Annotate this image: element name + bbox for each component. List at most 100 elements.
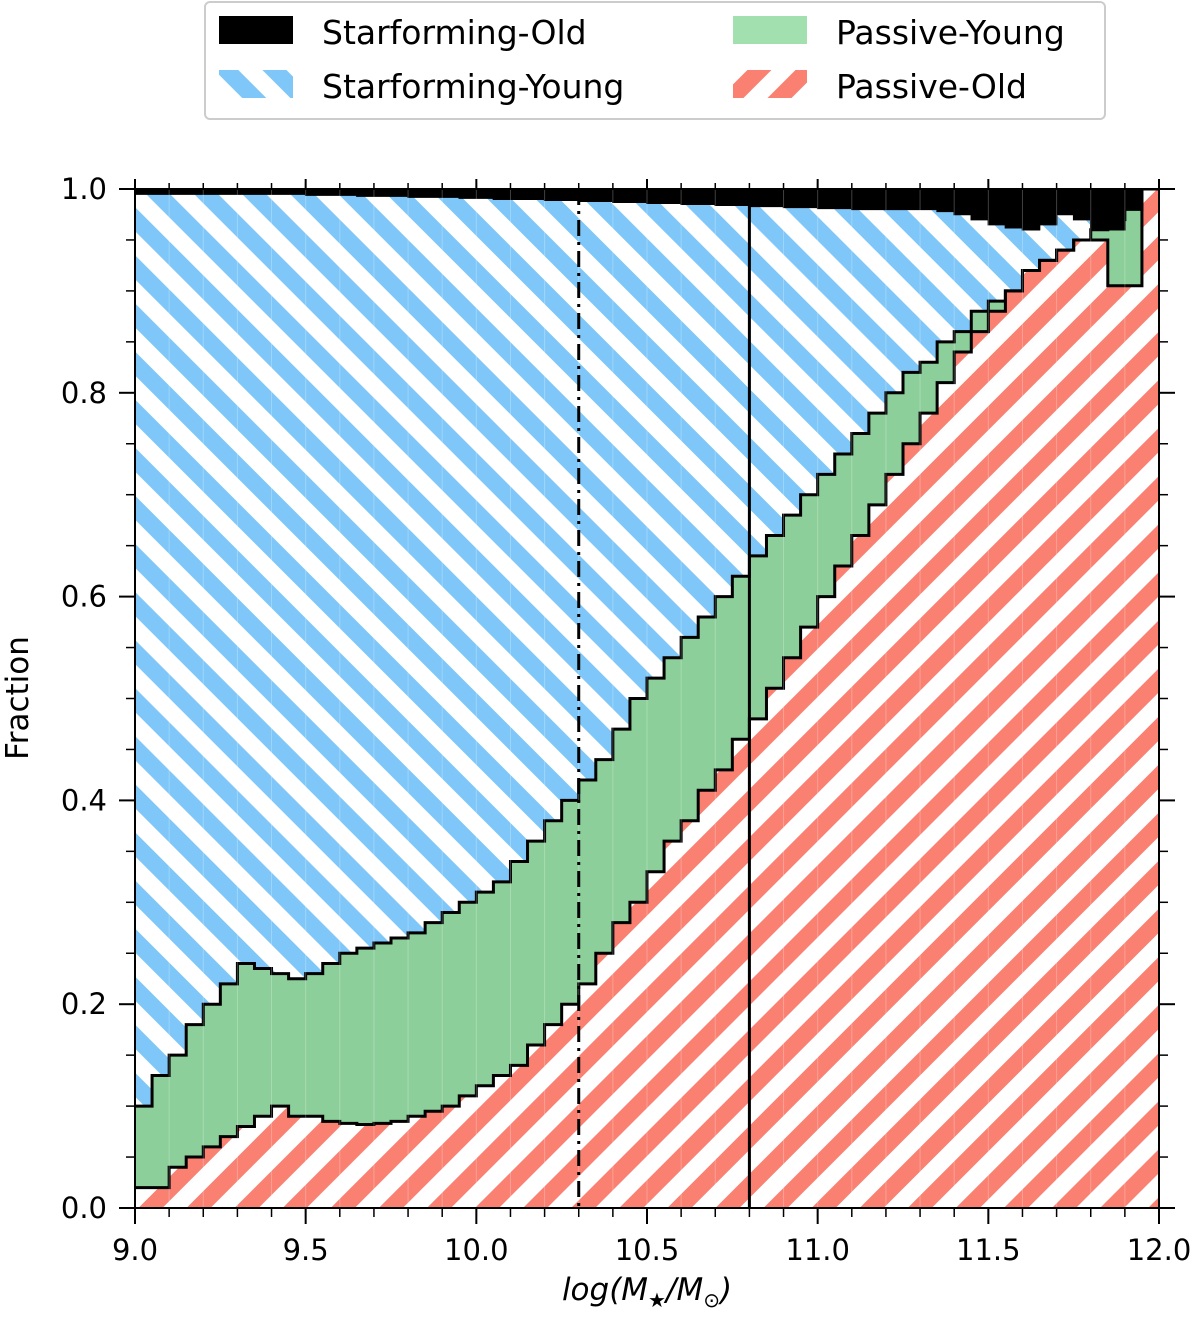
x-label-prefix: log( — [562, 1272, 623, 1308]
bar-starforming-old-56 — [1090, 189, 1109, 230]
bar-passive-young-19 — [459, 902, 477, 1096]
bar-passive-young-17 — [425, 922, 443, 1112]
bar-passive-old-28 — [612, 922, 631, 1208]
bar-starforming-old-10 — [305, 189, 324, 196]
bar-starforming-young-26 — [578, 201, 597, 781]
bar-passive-young-50 — [988, 301, 1006, 312]
bar-passive-old-38 — [783, 657, 802, 1208]
bar-passive-old-22 — [510, 1065, 529, 1208]
bar-passive-old-14 — [373, 1123, 392, 1208]
bar-starforming-old-49 — [971, 189, 989, 220]
y-tick-label: 0.4 — [61, 783, 107, 817]
bar-passive-young-23 — [527, 841, 546, 1045]
bar-passive-young-18 — [442, 912, 460, 1107]
bar-starforming-young-16 — [408, 197, 426, 933]
bar-passive-young-44 — [885, 392, 904, 475]
bar-passive-old-58 — [1124, 285, 1143, 1208]
bar-passive-old-6 — [237, 1126, 256, 1208]
bar-passive-young-11 — [322, 963, 341, 1122]
bar-passive-old-8 — [271, 1106, 290, 1208]
series-starforming-old — [135, 189, 1143, 230]
bar-starforming-old-37 — [766, 189, 785, 207]
bar-passive-old-1 — [152, 1187, 170, 1208]
legend-label-passive-old: Passive-Old — [836, 67, 1027, 106]
bar-passive-young-5 — [220, 983, 238, 1137]
x-tick-label: 11.0 — [785, 1233, 850, 1267]
bar-passive-old-47 — [937, 382, 955, 1208]
bar-passive-old-51 — [1005, 290, 1024, 1208]
bar-passive-old-27 — [595, 953, 614, 1208]
bar-passive-young-34 — [715, 596, 733, 770]
bar-passive-old-35 — [732, 739, 750, 1208]
bar-passive-young-46 — [920, 362, 938, 414]
bar-starforming-young-5 — [220, 194, 238, 984]
bar-starforming-old-41 — [834, 189, 853, 209]
bar-starforming-old-20 — [476, 189, 494, 199]
bar-passive-young-6 — [237, 963, 256, 1127]
x-label-sep: / — [663, 1272, 680, 1308]
bar-starforming-old-23 — [527, 189, 546, 200]
bar-starforming-old-1 — [152, 189, 170, 195]
bar-starforming-old-47 — [937, 189, 955, 212]
bar-starforming-young-28 — [612, 202, 631, 730]
bar-passive-young-25 — [561, 800, 580, 1005]
bar-starforming-old-48 — [954, 189, 972, 215]
bar-passive-young-9 — [288, 978, 307, 1117]
bar-starforming-young-0 — [135, 194, 153, 1107]
bar-passive-young-1 — [152, 1075, 170, 1188]
bar-starforming-young-35 — [732, 205, 750, 577]
bar-passive-old-9 — [288, 1116, 307, 1208]
bar-starforming-young-31 — [664, 203, 682, 658]
bar-starforming-old-33 — [698, 189, 716, 205]
bar-passive-young-38 — [783, 515, 802, 658]
bar-passive-young-13 — [356, 948, 375, 1125]
bar-passive-young-8 — [271, 973, 290, 1107]
bar-passive-old-13 — [356, 1124, 375, 1208]
bar-passive-young-31 — [664, 657, 682, 842]
bar-starforming-old-55 — [1073, 189, 1092, 220]
bar-starforming-old-42 — [851, 189, 870, 210]
bar-passive-young-16 — [408, 932, 426, 1117]
bar-starforming-old-39 — [800, 189, 819, 208]
y-tick-label: 1.0 — [61, 172, 107, 206]
bar-passive-old-4 — [203, 1146, 221, 1208]
bar-starforming-old-26 — [578, 189, 597, 202]
bar-passive-young-37 — [766, 535, 785, 689]
bar-passive-old-36 — [749, 718, 768, 1208]
bar-starforming-young-32 — [681, 204, 699, 638]
bar-starforming-young-2 — [169, 194, 187, 1056]
bar-passive-old-12 — [339, 1123, 358, 1208]
bar-starforming-young-6 — [237, 194, 256, 964]
y-tick-label: 0.0 — [61, 1191, 107, 1225]
bar-passive-old-37 — [766, 688, 785, 1208]
bar-passive-young-12 — [339, 953, 358, 1124]
bar-starforming-young-17 — [425, 197, 443, 923]
bar-passive-old-53 — [1039, 260, 1058, 1208]
bar-starforming-old-45 — [903, 189, 921, 210]
bar-passive-young-26 — [578, 780, 597, 984]
bar-starforming-old-35 — [732, 189, 750, 206]
legend: Starforming-Old Passive-Young Starformin… — [204, 1, 1106, 120]
bar-passive-young-30 — [647, 678, 665, 872]
x-tick-label: 11.5 — [956, 1233, 1021, 1267]
bar-passive-old-29 — [629, 902, 648, 1208]
bar-starforming-old-22 — [510, 189, 529, 200]
bar-passive-young-7 — [254, 968, 273, 1117]
bar-passive-young-40 — [817, 474, 836, 597]
bar-starforming-young-45 — [903, 209, 921, 373]
bar-passive-young-24 — [544, 820, 563, 1025]
bar-starforming-old-11 — [322, 189, 341, 196]
bar-starforming-old-7 — [254, 189, 273, 195]
bar-passive-old-59 — [1141, 189, 1159, 1208]
legend-label-starforming-old: Starforming-Old — [322, 13, 587, 52]
bar-passive-old-39 — [800, 627, 819, 1208]
bar-starforming-old-24 — [544, 189, 563, 201]
legend-swatch-passive-young — [733, 16, 807, 44]
x-tick-label: 9.0 — [112, 1233, 158, 1267]
bar-starforming-old-57 — [1107, 189, 1126, 230]
bar-passive-old-7 — [254, 1116, 273, 1208]
bar-passive-old-42 — [851, 535, 870, 1208]
x-label-m1: M — [621, 1272, 648, 1308]
bar-passive-young-39 — [800, 494, 819, 628]
